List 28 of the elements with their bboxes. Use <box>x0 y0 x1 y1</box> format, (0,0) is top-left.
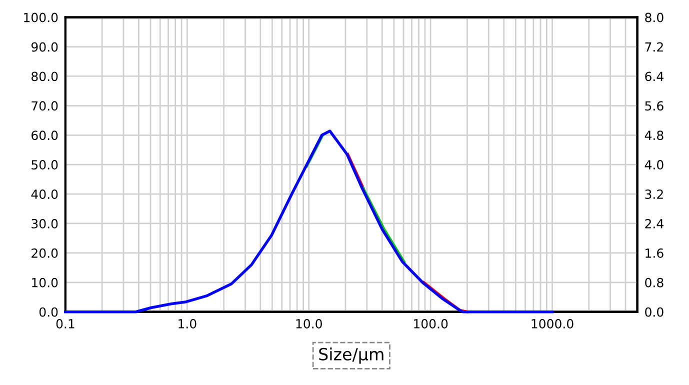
y2-tick-label: 5.6 <box>645 101 664 111</box>
y2-tick-label: 0.8 <box>645 278 664 288</box>
y-tick-label: 90.0 <box>31 42 58 52</box>
y2-tick-label: 0.0 <box>645 307 664 317</box>
y2-tick-label: 6.4 <box>645 72 664 82</box>
y2-tick-label: 1.6 <box>646 248 664 258</box>
y2-tick-label: 4.8 <box>644 130 664 140</box>
y2-tick-label: 7.2 <box>645 42 663 52</box>
y-tick-label: 20.0 <box>32 248 58 258</box>
y-tick-label: 40.0 <box>31 190 58 199</box>
x-tick-label: 1.0 <box>178 319 196 328</box>
y-tick-label: 30.0 <box>32 218 58 228</box>
y-tick-label: 80.0 <box>32 72 58 82</box>
y-tick-label: 10.0 <box>32 278 58 288</box>
y-tick-label: 60.0 <box>32 130 58 140</box>
y-tick-label: 70.0 <box>32 101 58 111</box>
y-tick-label: 50.0 <box>32 160 58 170</box>
y-tick-label: 0.0 <box>39 307 58 317</box>
y2-tick-label: 2.4 <box>645 218 664 228</box>
y2-tick-label: 4.0 <box>644 160 664 170</box>
x-tick-label: 1000.0 <box>532 319 574 328</box>
x-tick-label: 10.0 <box>296 319 322 328</box>
y-tick-label: 100.0 <box>24 12 58 22</box>
x-tick-label: 0.1 <box>56 319 74 328</box>
y2-tick-label: 3.2 <box>645 190 663 199</box>
x-axis-title: Size/μm <box>319 348 384 364</box>
x-tick-label: 100.0 <box>414 319 448 328</box>
y2-tick-label: 8.0 <box>645 12 664 22</box>
